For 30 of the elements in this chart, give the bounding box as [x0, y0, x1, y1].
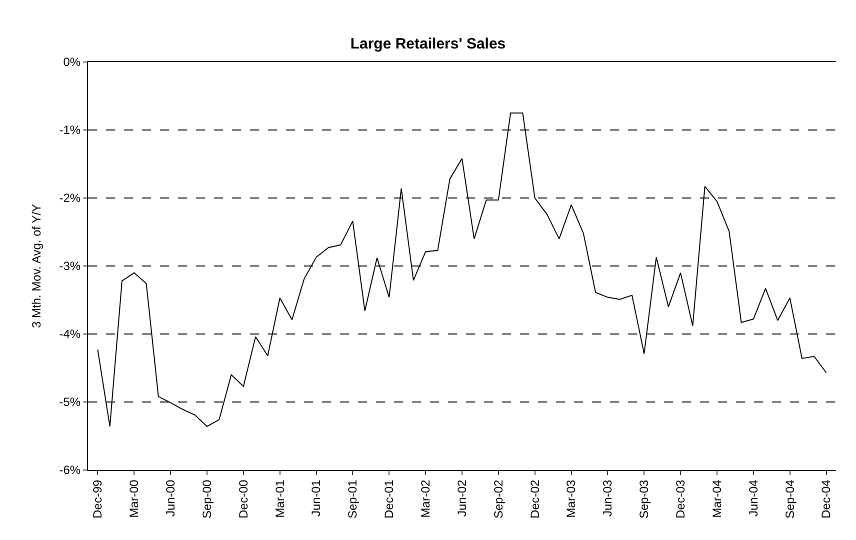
x-tick-label: Mar-02	[418, 479, 432, 518]
y-tick-label: -5%	[59, 395, 81, 410]
x-tick-label: Dec-02	[528, 479, 542, 518]
x-tick-label: Jun-01	[309, 479, 324, 517]
y-tick-label: -2%	[59, 191, 81, 206]
x-tick-label: Mar-03	[564, 479, 578, 518]
x-tick-label: Jun-00	[163, 479, 178, 517]
x-tick-label: Dec-99	[90, 479, 105, 518]
x-tick-label: Jun-03	[600, 479, 615, 517]
x-tick-label: Sep-04	[782, 479, 797, 519]
x-tick-label: Dec-03	[673, 479, 688, 518]
x-tick-label: Sep-02	[491, 479, 506, 519]
x-tick-label: Sep-03	[637, 479, 652, 519]
x-tick-label: Dec-00	[236, 479, 250, 518]
x-tick-label: Mar-04	[710, 479, 724, 518]
y-tick-label: -6%	[59, 463, 81, 478]
x-tick-label: Sep-00	[200, 479, 214, 519]
x-tick-label: Sep-01	[346, 479, 360, 519]
y-tick-label: -1%	[59, 123, 81, 138]
x-tick-label: Mar-00	[127, 479, 142, 518]
chart-title: Large Retailers' Sales	[350, 35, 506, 52]
x-tick-label: Jun-04	[746, 479, 760, 517]
x-tick-label: Mar-01	[272, 479, 287, 518]
y-tick-label: -3%	[59, 259, 81, 274]
x-tick-label: Dec-01	[382, 479, 396, 518]
x-tick-label: Jun-02	[454, 479, 469, 517]
y-axis-title: 3 Mth. Mov. Avg. of Y/Y	[30, 204, 44, 328]
y-tick-label: -4%	[59, 327, 81, 342]
y-tick-label: 0%	[63, 55, 81, 70]
x-tick-label: Dec-04	[819, 479, 834, 518]
